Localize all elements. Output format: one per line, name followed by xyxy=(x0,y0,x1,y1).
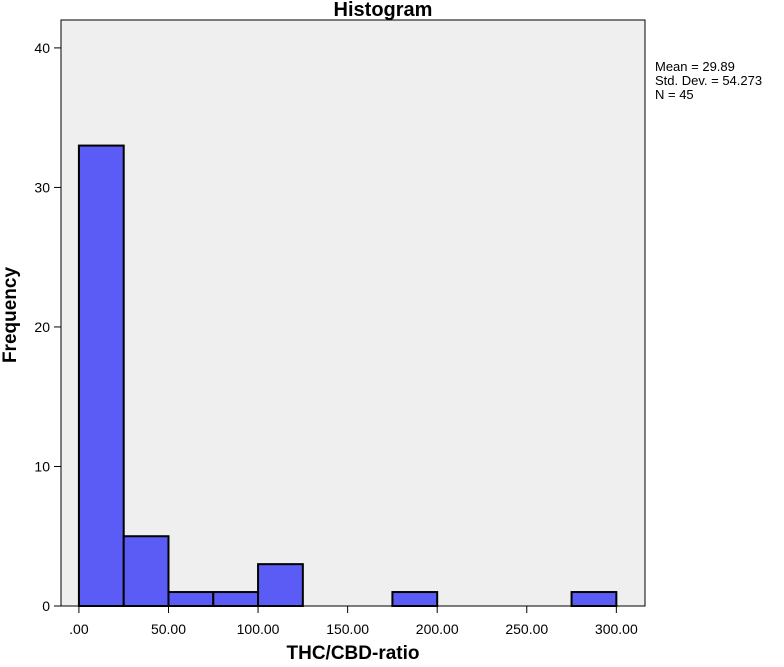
axes: .00 50.00 100.00 150.00 200.00 250.00 300.00 0 1… xyxy=(34,40,638,637)
stat-line: N = 45 xyxy=(655,87,694,102)
y-tick-label: 0 xyxy=(42,598,50,614)
y-tick-label: 10 xyxy=(34,458,50,474)
x-tick-label: 300.00 xyxy=(595,621,638,637)
histogram-bar xyxy=(570,591,618,607)
bars xyxy=(77,144,618,608)
y-axis-label: Frequency xyxy=(0,267,21,364)
x-tick-label: 150.00 xyxy=(326,621,369,637)
x-tick-label: 250.00 xyxy=(505,621,548,637)
histogram-bar xyxy=(257,563,304,608)
y-tick-label: 20 xyxy=(34,319,50,335)
y-tick-label: 30 xyxy=(34,179,50,195)
x-tick-label: 50.00 xyxy=(151,621,186,637)
chart-title: Histogram xyxy=(334,0,433,21)
x-tick-label: 100.00 xyxy=(237,621,280,637)
stat-line: Std. Dev. = 54.273 xyxy=(655,73,762,88)
stat-line: Mean = 29.89 xyxy=(655,59,735,74)
x-tick-label: 200.00 xyxy=(416,621,459,637)
histogram-bar xyxy=(212,591,260,607)
histogram-bar xyxy=(391,591,439,607)
histogram-bar xyxy=(167,591,215,607)
x-tick-label: .00 xyxy=(69,621,89,637)
x-axis-label: THC/CBD-ratio xyxy=(287,643,420,664)
histogram-bar xyxy=(122,535,170,607)
histogram-bar xyxy=(77,144,125,607)
plot-area xyxy=(60,19,646,607)
y-tick-label: 40 xyxy=(34,40,50,56)
